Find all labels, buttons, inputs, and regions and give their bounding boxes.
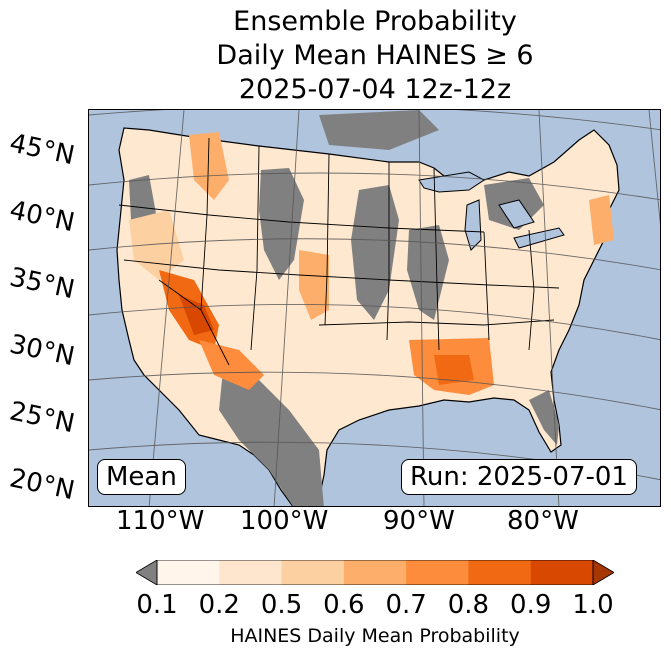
colorbar-tick-label: 0.7 [385,590,427,620]
colorbar-bin [530,560,594,585]
probability-area [299,250,329,320]
map-svg [89,110,660,506]
great-lakes [464,199,482,251]
colorbar-label: HAINES Daily Mean Probability [230,625,520,647]
below-threshold-area [407,225,449,320]
great-lakes [418,171,485,193]
lon-label-80w: 80°W [507,506,579,536]
colorbar-tick-label: 0.8 [447,590,490,620]
great-lakes [513,227,565,249]
lat-label-45: 45°N [6,128,78,172]
colorbar-bin [157,560,220,585]
colorbar-tick-label: 0.2 [198,590,240,620]
colorbar-under-arrow [136,560,158,585]
run-box: Run: 2025-07-01 [401,459,637,495]
lat-label-30: 30°N [6,329,78,373]
colorbar-tick-label: 0.1 [136,590,178,620]
colorbar-bin [281,560,345,585]
colorbar-bin [343,560,407,585]
stat-box: Mean [97,459,186,495]
below-threshold-area [319,110,439,150]
colorbar-tick-label: 0.9 [510,590,552,620]
colorbar-tick-label: 0.6 [323,590,365,620]
colorbar-tick-label: 1.0 [572,590,614,620]
colorbar-bin [219,560,283,585]
below-threshold-area [219,360,324,506]
map-panel [88,109,661,507]
probability-area [434,355,474,385]
lon-label-110w: 110°W [116,506,205,536]
lat-label-25: 25°N [6,396,78,440]
lon-label-90w: 90°W [383,506,455,536]
below-threshold-area [351,185,399,320]
colorbar-outline [156,560,594,585]
title-line-3: 2025-07-04 12z-12z [238,74,512,105]
colorbar-bin [406,560,469,585]
probability-area [179,295,214,335]
graticule [89,110,660,506]
title-line-1: Ensemble Probability [233,6,517,37]
colorbar-tick-label: 0.5 [260,590,303,620]
probability-area [189,132,229,200]
lat-label-35: 35°N [6,262,78,306]
below-threshold-area [529,390,559,445]
probability-area [589,195,614,245]
lon-label-100w: 100°W [240,506,329,536]
great-lakes [498,199,535,229]
probability-area [199,340,264,390]
lat-label-20: 20°N [6,463,78,507]
colorbar-bin [468,560,532,585]
title-line-2: Daily Mean HAINES ≥ 6 [216,40,534,71]
lat-label-40: 40°N [6,195,78,239]
below-threshold-area [259,168,304,280]
colorbar-over-arrow [592,560,614,585]
state-borders [118,137,560,366]
colorbar [136,560,614,585]
